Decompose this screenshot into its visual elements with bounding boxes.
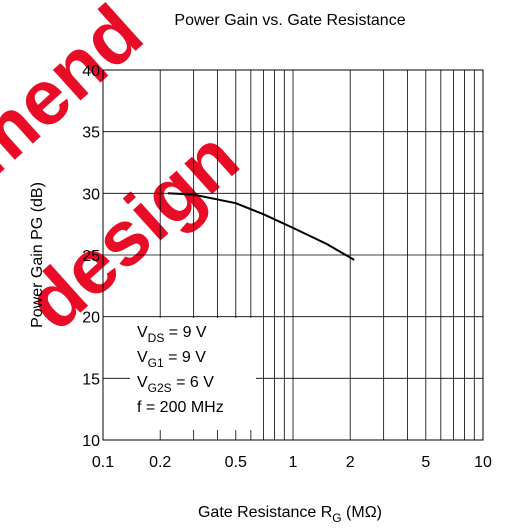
x-tick-label: 5 <box>421 454 430 471</box>
annotation-main: V <box>137 324 148 341</box>
y-tick-label: 25 <box>82 248 100 265</box>
y-tick-label: 20 <box>82 310 100 327</box>
x-tick-label: 0.5 <box>225 454 247 471</box>
x-axis-label-sub: G <box>332 511 341 525</box>
y-tick-label: 15 <box>82 371 100 388</box>
line-series <box>168 192 355 261</box>
annotation-main: V <box>137 374 148 391</box>
x-tick-label: 2 <box>346 454 355 471</box>
annotation-rest: = 6 V <box>172 374 215 391</box>
y-tick-label: 30 <box>82 186 100 203</box>
y-axis-label: Power Gain PG (dB) <box>29 182 46 328</box>
annotation-rest: = 9 V <box>164 349 207 366</box>
y-tick-label: 35 <box>82 125 100 142</box>
annotation: VG1 = 9 V <box>137 349 206 370</box>
annotation-sub: DS <box>148 331 165 345</box>
y-tick-label: 10 <box>82 433 100 450</box>
annotation-box <box>130 318 256 430</box>
watermark: mend <box>0 0 159 192</box>
chart-title: Power Gain vs. Gate Resistance <box>174 12 405 29</box>
x-tick-label: 0.1 <box>92 454 114 471</box>
annotation-main: V <box>137 349 148 366</box>
x-tick-label: 1 <box>289 454 298 471</box>
plot-frame <box>102 69 484 441</box>
annotation: VDS = 9 V <box>137 324 207 345</box>
y-tick-label: 40 <box>82 63 100 80</box>
x-tick-label: 0.2 <box>149 454 171 471</box>
x-axis-label-main: Gate Resistance R <box>198 504 332 521</box>
annotation-sub: G2S <box>148 381 172 395</box>
annotation-sub: G1 <box>148 356 164 370</box>
annotation: f = 200 MHz <box>137 399 224 416</box>
x-axis-label: Gate Resistance RG (MΩ) <box>198 504 382 525</box>
annotation: VG2S = 6 V <box>137 374 214 395</box>
x-axis-label-rest: (MΩ) <box>342 504 382 521</box>
annotation-rest: = 9 V <box>164 324 207 341</box>
annotation-main: f = 200 MHz <box>137 399 224 416</box>
x-tick-label: 10 <box>474 454 492 471</box>
